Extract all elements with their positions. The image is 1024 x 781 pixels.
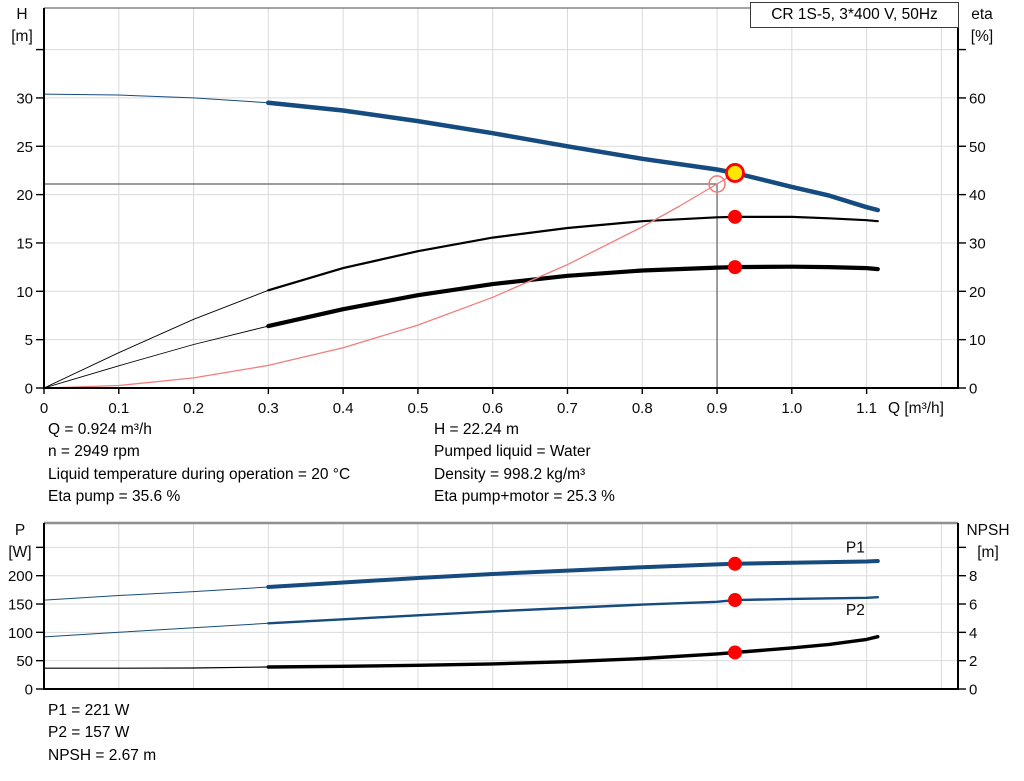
axis-text: 30 [16,90,33,107]
series-eta-pump-curve [267,215,879,292]
axis-text: 100 [8,625,33,642]
axis-text: 30 [969,235,986,252]
axis-text: 1.0 [781,400,802,417]
axis-text: 15 [16,235,33,252]
axis-text: [W] [8,544,31,561]
axis-text: P1 [846,539,865,556]
rated-point [708,175,726,193]
info-line-density: Density = 998.2 kg/m³ [434,465,586,483]
series-system-curve [43,172,736,389]
series-qh-curve [266,100,881,213]
series-eta-pump-motor-curve [43,325,269,389]
axis-text: 0.6 [482,400,503,417]
axis-text: 0 [40,400,48,417]
info-line-p2: P2 = 157 W [48,724,130,742]
series-p2-curve [267,596,879,625]
axis-text: 0.1 [108,400,129,417]
axis-text: 40 [969,187,986,204]
info-line-npsh: NPSH = 2.67 m [48,746,157,764]
axis-text: 0.3 [258,400,279,417]
axis-text: 0.4 [333,400,354,417]
axis-text: NPSH [966,522,1009,539]
axis-text: 200 [8,568,33,585]
info-line-temperature: Liquid temperature during operation = 20… [48,465,351,483]
axis-text: [m] [11,28,33,45]
axis-text: 5 [25,332,33,349]
duty-info-left-column: Q = 0.924 m³/h n = 2949 rpm Liquid tempe… [48,419,350,509]
series-npsh-curve [43,666,269,669]
info-line-n: n = 2949 rpm [48,443,140,461]
axis-text: 8 [969,568,977,585]
p2-point [727,593,742,608]
axis-text: 0 [25,381,33,398]
series-npsh-curve [266,635,880,669]
axis-text: 60 [969,90,986,107]
axis-text: 0.5 [407,400,428,417]
axis-text: eta [971,6,993,23]
pump-title: CR 1S-5, 3*400 V, 50Hz [771,6,938,23]
series-p1-curve [43,586,269,601]
p1-point [727,556,742,571]
duty-point [725,163,745,183]
axis-text: 2 [969,653,977,670]
npsh-point [727,645,742,660]
hq-grid [44,8,958,388]
axis-text: 10 [16,284,33,301]
series-p2-curve [43,622,269,638]
eta-pump-motor-point [727,260,742,275]
axis-text: 0.8 [632,400,653,417]
axis-text: 10 [969,332,986,349]
info-line-liquid: Pumped liquid = Water [434,443,591,461]
info-line-eta-total: Eta pump+motor = 25.3 % [434,488,615,506]
axis-text: 20 [969,284,986,301]
axis-text: P [15,522,25,539]
axis-text: 6 [969,597,977,614]
axis-text: 0.2 [183,400,204,417]
axis-text: [m] [977,544,999,561]
info-line-q: Q = 0.924 m³/h [48,421,152,438]
power-npsh-grid [44,523,958,689]
info-line-eta-pump: Eta pump = 35.6 % [48,488,181,506]
axis-text: [%] [971,28,993,45]
info-line-h: H = 22.24 m [434,421,519,438]
series-eta-pump-curve [43,289,269,389]
hq-chart: 0 5 10 15 20 25 30 0 10 20 30 40 50 60 0 0.1 0.2 0.3 0.4 0.… [11,6,993,417]
axis-text: Q [m³/h] [888,400,944,417]
info-line-p1: P1 = 221 W [48,702,130,719]
axis-text: 4 [969,625,977,642]
axis-text: 0.9 [707,400,728,417]
axis-text: 50 [16,653,33,670]
duty-info-right-column: H = 22.24 m Pumped liquid = Water Densit… [434,419,615,509]
axis-text: 150 [8,597,33,614]
axis-text: 1.1 [856,400,877,417]
axis-text: 0 [25,682,33,699]
axis-text: P2 [846,602,865,619]
axis-text: H [16,6,27,23]
axis-text: 50 [969,139,986,156]
axis-text: 25 [16,139,33,156]
pump-title-box: CR 1S-5, 3*400 V, 50Hz [750,2,959,28]
series-qh-curve [43,93,269,104]
power-npsh-chart: P1 P2 0 50 100 150 200 0 2 4 6 8 P [W] NPSH [m] [8,521,1010,699]
axis-text: 20 [16,187,33,204]
power-info-column: P1 = 221 W P2 = 157 W NPSH = 2.67 m [48,700,156,767]
series-p1-curve [266,559,880,589]
series-eta-pump-motor-curve [266,264,880,329]
axis-text: 0.7 [557,400,578,417]
axis-text: 0 [969,381,977,398]
eta-pump-point [727,209,742,224]
axis-text: 0 [969,682,977,699]
